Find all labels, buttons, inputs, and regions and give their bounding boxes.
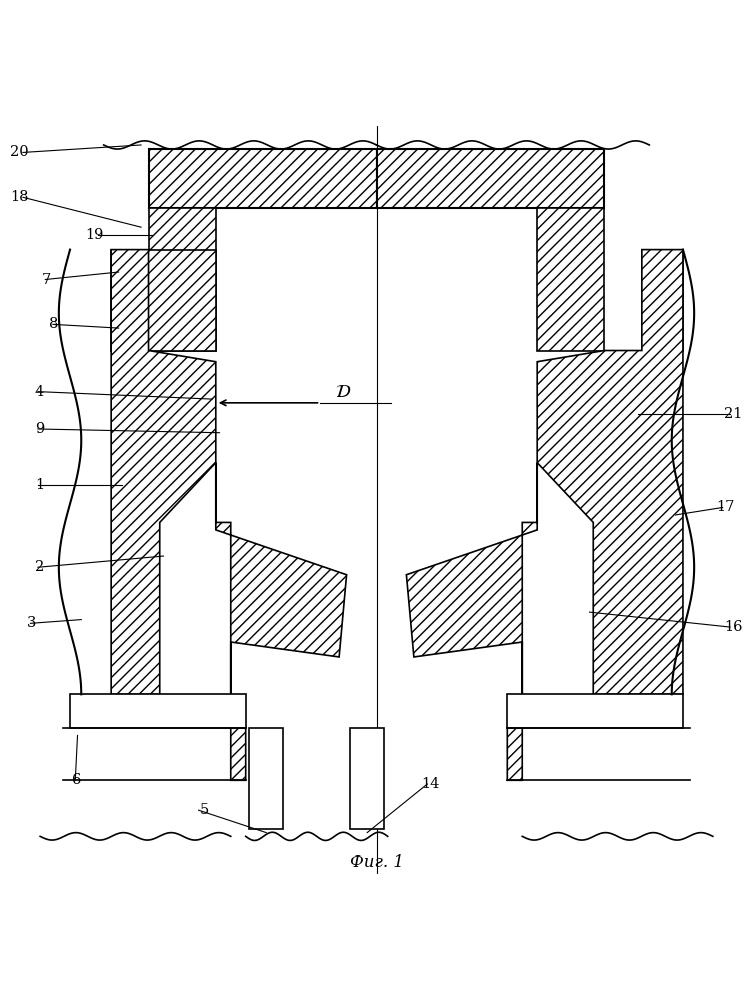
Text: Фиг. 1: Фиг. 1 [349,854,404,871]
Text: 2: 2 [35,560,44,574]
Polygon shape [350,728,384,829]
Polygon shape [249,728,283,829]
Polygon shape [376,149,605,208]
Text: 7: 7 [42,273,51,287]
Text: 3: 3 [27,616,36,630]
Text: 16: 16 [724,620,742,634]
Polygon shape [642,250,683,351]
Polygon shape [111,250,216,694]
Polygon shape [407,463,537,780]
Text: 9: 9 [35,422,44,436]
Polygon shape [508,694,683,728]
Text: 5: 5 [200,803,209,817]
Polygon shape [216,463,346,780]
Text: 6: 6 [72,773,81,787]
Polygon shape [70,694,245,728]
Text: $\mathcal{D}$: $\mathcal{D}$ [335,383,352,401]
Text: 8: 8 [50,317,59,331]
Text: 1: 1 [35,478,44,492]
Polygon shape [537,250,683,694]
Polygon shape [148,149,376,208]
Text: 17: 17 [717,500,735,514]
Text: 4: 4 [35,385,44,399]
Polygon shape [537,208,605,351]
Text: 21: 21 [724,407,742,421]
Polygon shape [148,208,216,351]
Text: 18: 18 [11,190,29,204]
Text: 14: 14 [422,777,440,791]
Polygon shape [111,250,216,351]
Text: 19: 19 [85,228,104,242]
Text: 20: 20 [11,145,29,159]
